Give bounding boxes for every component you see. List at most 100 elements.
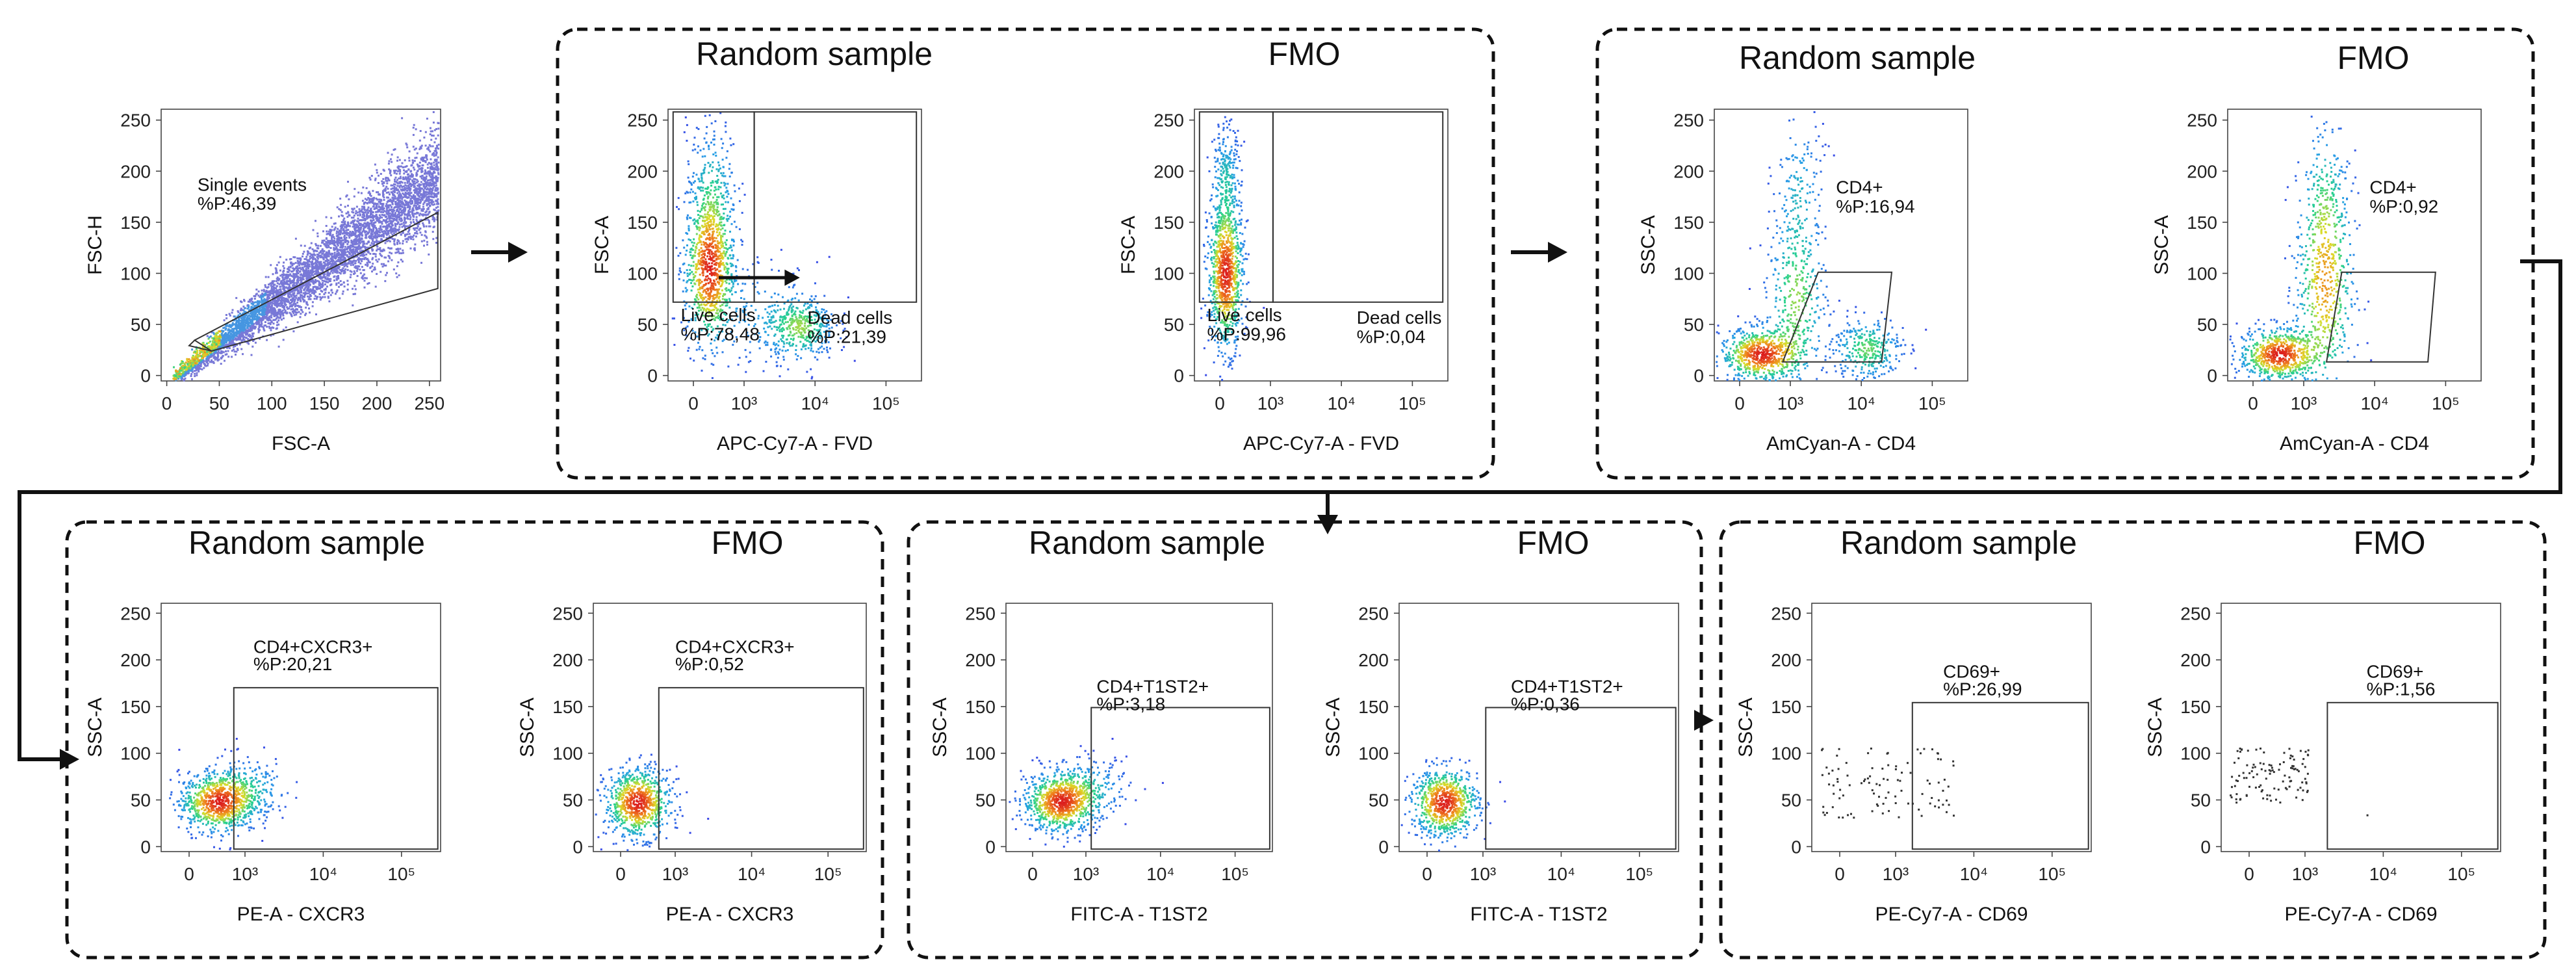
event-dot xyxy=(272,309,275,311)
event-dot xyxy=(233,332,236,334)
event-dot xyxy=(354,293,356,295)
event-dot xyxy=(307,274,309,277)
event-dot xyxy=(262,312,264,315)
event-dot xyxy=(239,309,242,311)
event-dot xyxy=(347,229,350,231)
event-dot xyxy=(419,205,421,207)
event-dot xyxy=(242,334,244,337)
event-dot xyxy=(414,232,417,235)
event-dot xyxy=(351,260,354,263)
event-dot xyxy=(417,203,419,205)
event-dot xyxy=(288,285,290,287)
event-dot xyxy=(191,362,194,365)
event-dot xyxy=(318,252,320,254)
event-dot xyxy=(385,177,387,180)
event-dot xyxy=(407,239,409,241)
event-dot xyxy=(333,279,335,281)
event-dot xyxy=(263,313,265,316)
event-dot xyxy=(360,219,363,222)
event-dot xyxy=(285,326,287,329)
event-dot xyxy=(412,126,415,129)
event-dot xyxy=(437,202,439,203)
event-dot xyxy=(372,244,374,246)
event-dot xyxy=(418,202,420,203)
event-dot xyxy=(382,234,385,237)
event-dot xyxy=(424,169,426,172)
event-dot xyxy=(186,358,188,360)
event-dot xyxy=(409,237,412,239)
event-dot xyxy=(430,173,433,176)
event-dot xyxy=(426,158,428,161)
event-dot xyxy=(337,256,340,259)
event-dot xyxy=(334,248,337,250)
event-dot xyxy=(181,361,184,363)
event-dot xyxy=(340,258,342,261)
event-dot xyxy=(345,229,348,231)
event-dot xyxy=(385,256,387,259)
event-dot xyxy=(331,226,333,228)
event-dot xyxy=(324,256,327,259)
event-dot xyxy=(292,275,295,278)
event-dot xyxy=(404,159,406,162)
event-dot xyxy=(407,211,410,213)
event-dot xyxy=(394,216,397,218)
event-dot xyxy=(396,229,398,231)
event-dot xyxy=(400,181,402,183)
event-dot xyxy=(262,310,264,313)
event-dot xyxy=(332,255,335,258)
event-dot xyxy=(329,280,331,282)
event-dot xyxy=(227,350,229,352)
event-dot xyxy=(361,276,363,279)
event-dot xyxy=(324,289,327,291)
event-dot xyxy=(411,173,413,176)
event-dot xyxy=(285,292,287,294)
event-dot xyxy=(369,194,371,196)
event-dot xyxy=(350,241,353,243)
event-dot xyxy=(206,361,209,364)
event-dot xyxy=(247,325,250,327)
event-dot xyxy=(285,277,288,280)
event-dot xyxy=(291,265,294,267)
event-dot xyxy=(243,298,245,301)
panel-title-cd69-sample: Random sample xyxy=(1840,525,2077,561)
event-dot xyxy=(385,265,387,267)
event-dot xyxy=(181,367,184,369)
event-dot xyxy=(393,227,396,229)
event-dot xyxy=(281,300,283,302)
event-dot xyxy=(364,246,367,248)
event-dot xyxy=(343,261,346,263)
event-dot xyxy=(380,263,383,265)
event-dot xyxy=(374,235,377,237)
event-dot xyxy=(363,242,366,245)
event-dot xyxy=(312,286,315,289)
event-dot xyxy=(359,229,361,232)
event-dot xyxy=(315,220,316,222)
event-dot xyxy=(406,233,409,235)
event-dot xyxy=(305,278,308,281)
event-dot xyxy=(259,324,262,327)
event-dot xyxy=(426,181,428,184)
event-dot xyxy=(342,248,345,251)
event-dot xyxy=(295,294,298,297)
event-dot xyxy=(233,330,235,332)
event-dot xyxy=(363,205,365,208)
event-dot xyxy=(417,212,419,214)
event-dot xyxy=(369,267,372,269)
event-dot xyxy=(400,200,403,203)
event-dot xyxy=(358,235,361,238)
event-dot xyxy=(346,194,348,197)
event-dot xyxy=(240,322,242,324)
event-dot xyxy=(228,313,231,315)
event-dot xyxy=(329,242,331,245)
event-dot xyxy=(361,278,364,280)
event-dot xyxy=(381,220,383,223)
event-dot xyxy=(328,230,330,233)
event-dot xyxy=(389,247,391,250)
event-dot xyxy=(211,353,213,356)
event-dot xyxy=(363,286,366,289)
event-dot xyxy=(299,262,302,265)
event-dot xyxy=(279,288,282,291)
event-dot xyxy=(281,276,284,279)
event-dot xyxy=(311,272,313,275)
event-dot xyxy=(275,269,277,272)
